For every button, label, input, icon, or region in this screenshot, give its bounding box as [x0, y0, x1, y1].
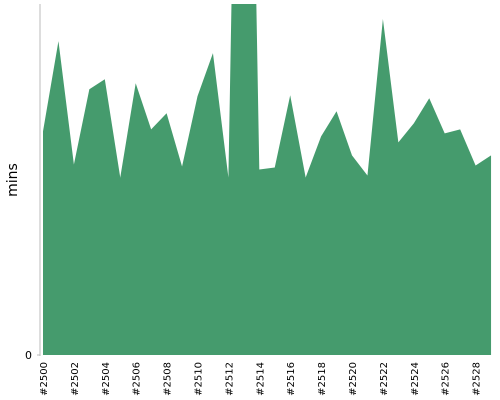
x-tick-label: #2514: [255, 362, 266, 396]
x-tick-label: #2518: [317, 362, 328, 396]
y-tick-label: 0: [25, 349, 32, 362]
x-tick-label: #2520: [348, 362, 359, 396]
x-tick-label: #2528: [472, 362, 483, 396]
x-tick-label: #2516: [286, 362, 297, 396]
x-tick-label: #2510: [194, 362, 205, 396]
x-tick-label: #2524: [410, 362, 421, 396]
x-tick-label: #2502: [70, 362, 81, 396]
x-tick-label: #2506: [132, 362, 143, 396]
x-tick-label: #2508: [163, 362, 174, 396]
x-tick-label: #2504: [101, 362, 112, 396]
x-tick-label: #2500: [39, 362, 50, 396]
x-tick-label: #2512: [224, 362, 235, 396]
area: [43, 4, 492, 355]
x-tick-label: #2522: [379, 362, 390, 396]
x-tick-label: #2526: [441, 362, 452, 396]
y-axis-label: mins: [5, 163, 21, 197]
